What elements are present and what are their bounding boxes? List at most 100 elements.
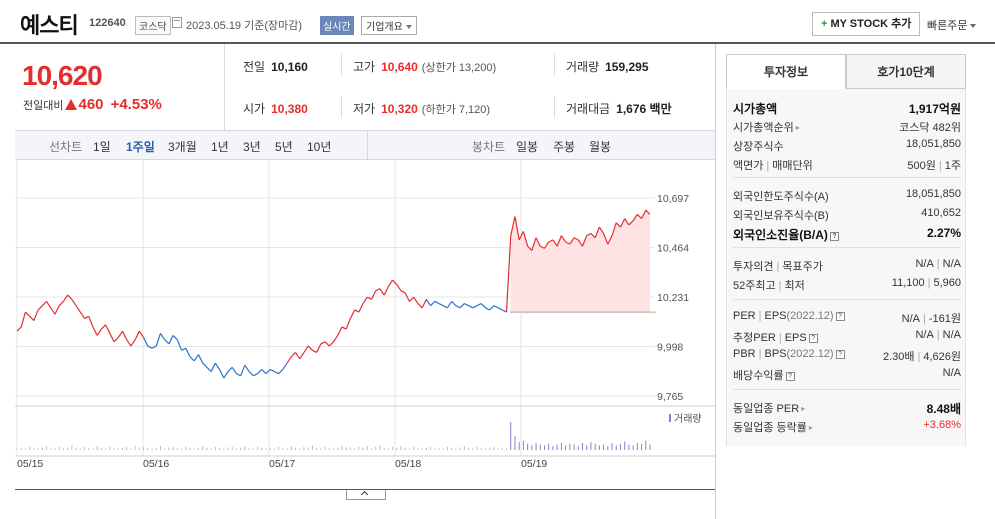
price-line-segment (531, 237, 537, 251)
help-icon[interactable]: ? (829, 232, 839, 241)
price-line-segment (312, 349, 317, 353)
candle-chart-label: 봉차트 (472, 140, 506, 154)
candle-monthly[interactable]: 월봉 (589, 140, 612, 154)
collapse-chart-button[interactable] (346, 490, 386, 500)
price-change: 전일대비 460 +4.53% (23, 96, 162, 113)
price-line-segment (438, 303, 444, 307)
row-pbr-bps: PBR | BPS(2022.12)? 2.30배 | 4,626원 (733, 348, 961, 363)
price-line-segment (493, 305, 499, 309)
current-price: 10,620 (22, 60, 103, 91)
price-line-segment (505, 235, 512, 313)
price-line-segment (556, 235, 562, 247)
chevron-down-icon (970, 24, 977, 29)
tab-hoga[interactable]: 호가10단계 (846, 54, 966, 89)
market-badge: 코스닥 (135, 16, 171, 35)
price-line-segment (586, 232, 592, 237)
period-1w[interactable]: 1주일 (126, 140, 155, 154)
price-line-segment (29, 315, 35, 322)
quick-order-label: 빠른주문 (927, 20, 968, 32)
price-line-segment (58, 301, 64, 307)
price-line-segment (96, 328, 102, 336)
price-line-segment (590, 233, 596, 239)
price-line-segment (497, 307, 503, 311)
period-3m[interactable]: 3개월 (168, 140, 197, 154)
up-triangle-icon (65, 99, 78, 110)
price-line-segment (253, 373, 258, 377)
price-line-segment (522, 231, 529, 247)
price-line-segment (189, 356, 195, 362)
price-line-segment (159, 332, 166, 341)
price-line-segment (464, 303, 469, 307)
help-icon[interactable]: ? (785, 372, 795, 381)
price-line-segment (134, 330, 140, 340)
help-icon[interactable]: ? (808, 334, 818, 343)
price-line-segment (54, 305, 60, 315)
price-line-segment (168, 335, 174, 345)
row-est-per: 추정PER | EPS? N/A | N/A (733, 329, 961, 344)
price-line-segment (67, 294, 73, 300)
price-line-segment (151, 345, 157, 349)
price-line-segment (337, 326, 343, 336)
price-line-segment (185, 347, 191, 357)
period-10y[interactable]: 10년 (307, 140, 332, 154)
candle-daily[interactable]: 일봉 (516, 140, 539, 154)
price-line-segment (540, 245, 545, 249)
price-line-segment (527, 245, 533, 251)
period-1d[interactable]: 1일 (93, 140, 111, 154)
price-line-segment (25, 311, 31, 317)
period-1y[interactable]: 1년 (211, 140, 229, 154)
period-5y[interactable]: 5년 (275, 140, 293, 154)
x-tick-label: 05/17 (269, 458, 295, 470)
price-line-segment (379, 288, 385, 296)
change-percent: +4.53% (110, 96, 162, 113)
price-line-segment (417, 303, 423, 309)
row-market-cap: 시가총액 1,917억원 (733, 102, 961, 116)
price-line-segment (607, 235, 613, 245)
price-line-segment (261, 369, 267, 375)
price-line-segment (282, 362, 288, 370)
base-date: 2023.05.19 기준(장마감) (186, 20, 303, 32)
price-line-segment (645, 209, 651, 215)
stat-volume: 거래량 159,295 (566, 60, 649, 74)
price-line-segment (615, 222, 621, 228)
mystock-add-button[interactable]: + MY STOCK 추가 (812, 12, 921, 36)
y-tick-label: 9,998 (657, 342, 683, 354)
realtime-button[interactable]: 실시간 (320, 16, 354, 35)
stat-open: 시가 10,380 (243, 102, 308, 116)
price-line-segment (485, 307, 490, 311)
price-line-segment (354, 309, 360, 313)
stat-high: 고가 10,640 (상한가 13,200) (353, 60, 497, 74)
row-par-value: 액면가 | 매매단위 500원 | 1주 (733, 160, 961, 172)
help-icon[interactable]: ? (835, 350, 845, 359)
price-line-segment (636, 213, 642, 220)
help-icon[interactable]: ? (835, 312, 845, 321)
price-line-segment (400, 290, 406, 294)
price-line-segment (641, 209, 647, 219)
change-amount: 460 (78, 96, 104, 113)
price-line-segment (560, 235, 567, 243)
price-line-segment (126, 339, 132, 347)
panel-tabs: 투자정보 호가10단계 (726, 54, 966, 89)
period-3y[interactable]: 3년 (243, 140, 261, 154)
price-line-segment (138, 330, 145, 338)
price-line-segment (362, 296, 368, 304)
volume-legend-label: 거래량 (674, 413, 702, 425)
price-line-segment (611, 222, 617, 236)
tab-invest-info[interactable]: 투자정보 (726, 54, 846, 89)
price-line-segment (387, 279, 394, 287)
price-line-segment (518, 231, 524, 241)
quick-order-dropdown[interactable]: 빠른주문 (927, 17, 977, 33)
corp-info-dropdown[interactable]: 기업개요 (361, 16, 417, 35)
x-tick-label: 05/19 (521, 458, 547, 470)
price-line-segment (341, 326, 347, 330)
price-line-segment (248, 371, 254, 377)
price-chart[interactable]: 10,697 10,464 10,231 9,998 9,765 거래량 05/15 05/1… (15, 160, 715, 490)
row-foreign-limit: 외국인한도주식수(A) 18,051,850 (733, 188, 961, 203)
price-line-segment (92, 326, 98, 336)
price-line-segment (121, 330, 128, 340)
x-tick-label: 05/16 (143, 458, 169, 470)
candle-weekly[interactable]: 주봉 (553, 140, 576, 154)
price-line-segment (41, 301, 47, 307)
price-line-segment (88, 316, 94, 328)
mystock-label: MY STOCK 추가 (830, 18, 912, 30)
